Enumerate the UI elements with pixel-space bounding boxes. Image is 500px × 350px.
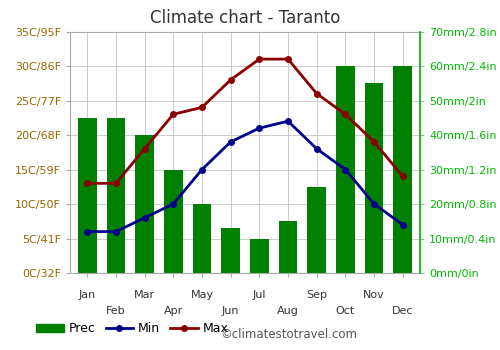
- Bar: [78, 118, 96, 273]
- Bar: [394, 66, 412, 273]
- Text: ©climatestotravel.com: ©climatestotravel.com: [220, 328, 357, 341]
- Bar: [278, 221, 297, 273]
- Text: Oct: Oct: [336, 306, 355, 316]
- Bar: [222, 228, 240, 273]
- Bar: [106, 118, 125, 273]
- Text: Jun: Jun: [222, 306, 240, 316]
- Text: Nov: Nov: [363, 290, 385, 300]
- Bar: [250, 238, 268, 273]
- Text: Jul: Jul: [252, 290, 266, 300]
- Text: Apr: Apr: [164, 306, 183, 316]
- Bar: [365, 83, 384, 273]
- Text: Jan: Jan: [78, 290, 96, 300]
- Text: May: May: [190, 290, 214, 300]
- Text: Mar: Mar: [134, 290, 155, 300]
- Text: Feb: Feb: [106, 306, 126, 316]
- Bar: [136, 135, 154, 273]
- Text: Sep: Sep: [306, 290, 327, 300]
- Bar: [336, 66, 354, 273]
- Bar: [164, 169, 182, 273]
- Text: Dec: Dec: [392, 306, 413, 316]
- Legend: Prec, Min, Max: Prec, Min, Max: [31, 317, 234, 340]
- Bar: [308, 187, 326, 273]
- Text: Aug: Aug: [277, 306, 299, 316]
- Bar: [192, 204, 212, 273]
- Title: Climate chart - Taranto: Climate chart - Taranto: [150, 9, 340, 27]
